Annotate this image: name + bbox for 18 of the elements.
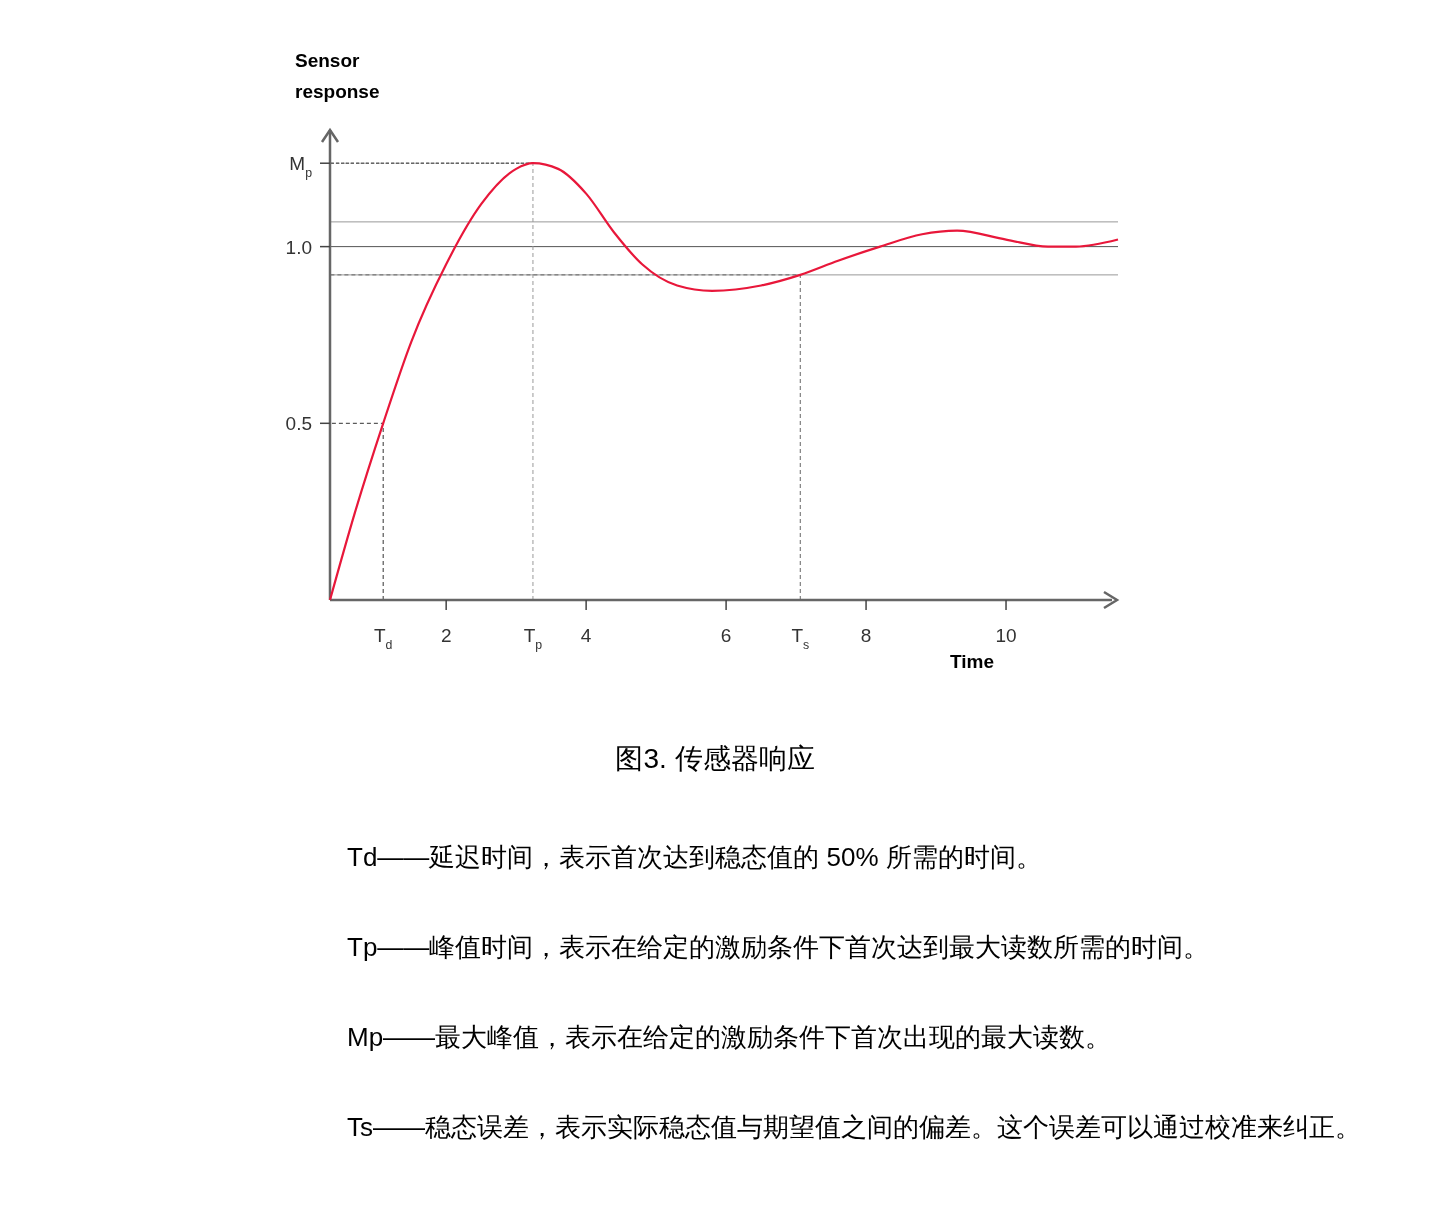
x-tick-label: 6 (720, 625, 732, 646)
text: Tp——峰值时间，表示在给定的激励条件下首次达到最大读数所需的时间。 (347, 931, 1211, 964)
y-axis-title: Sensor response (295, 50, 380, 102)
x-tick-label: 4 (580, 625, 592, 646)
y-tick-label: M$_{p}$ (289, 153, 313, 181)
y-tick-label: 0.5 (285, 413, 312, 435)
x-tick-label: T$_{s}$ (791, 625, 810, 652)
text: Mp——最大峰值，表示在给定的激励条件下首次出现的最大读数。 (347, 1021, 1113, 1054)
x-tick-label: 10 (995, 625, 1017, 646)
x-tick-label: 2 (440, 625, 452, 646)
text: 图3. 传感器响应 (614, 742, 816, 776)
x-tick-label: T$_{d}$ (373, 625, 393, 652)
x-tick-label: T$_{p}$ (523, 625, 543, 652)
x-tick-label: 8 (860, 625, 872, 646)
x-axis-title: Time (949, 651, 995, 672)
y-tick-label: 1.0 (285, 236, 312, 258)
text: Td——延迟时间，表示首次达到稳态值的 50% 所需的时间。 (347, 841, 1043, 874)
text: Ts——稳态误差，表示实际稳态值与期望值之间的偏差。这个误差可以通过校准来纠正。 (347, 1111, 1362, 1144)
